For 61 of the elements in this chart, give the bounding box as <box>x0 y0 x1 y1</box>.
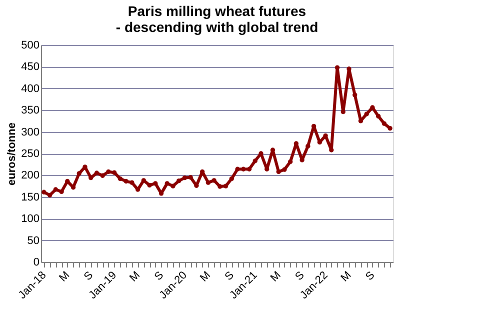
y-tick-label: 350 <box>21 104 40 117</box>
point <box>59 189 64 194</box>
point <box>164 181 170 186</box>
point <box>124 178 128 184</box>
y-axis-title: euros/tonne <box>6 122 18 186</box>
point <box>288 159 293 164</box>
point <box>329 148 334 152</box>
y-tick-label: 300 <box>21 126 40 138</box>
y-tick-label: 100 <box>21 213 40 226</box>
chart-title: Paris milling wheat futures - descending with global trend <box>116 3 318 35</box>
point <box>141 178 146 183</box>
point <box>364 112 369 116</box>
point <box>188 175 193 180</box>
point <box>235 166 240 172</box>
point <box>182 175 188 180</box>
point <box>382 121 387 126</box>
x-tick-label: M <box>268 269 284 284</box>
point <box>241 166 246 172</box>
point <box>206 180 211 185</box>
point <box>106 169 111 174</box>
point <box>176 178 182 184</box>
point <box>118 176 123 182</box>
y-tick-label: 50 <box>27 234 40 247</box>
y-tick-label: 500 <box>21 40 40 52</box>
point <box>100 173 105 178</box>
y-tick-label: 150 <box>21 191 40 204</box>
y-tick-label: 400 <box>21 82 40 95</box>
point <box>376 114 381 119</box>
x-tick-label: M <box>57 269 72 284</box>
y-tick-label: 200 <box>21 170 40 182</box>
point <box>112 170 117 175</box>
point <box>306 144 310 148</box>
x-tick-label: M <box>128 269 143 284</box>
point <box>223 184 228 188</box>
point <box>130 180 134 185</box>
x-tick-label: S <box>364 269 378 283</box>
point <box>47 192 52 198</box>
x-tick-label: M <box>338 269 354 284</box>
point <box>276 169 281 174</box>
point <box>76 171 82 176</box>
y-tick-label: 0 <box>33 256 40 268</box>
point <box>147 182 152 188</box>
point <box>218 184 222 189</box>
point <box>229 176 234 182</box>
x-tick-label: S <box>222 269 236 283</box>
point <box>94 170 100 176</box>
point <box>352 92 358 98</box>
point <box>334 65 340 70</box>
y-tick-label: 450 <box>21 61 40 74</box>
point <box>388 126 392 131</box>
point <box>246 166 252 172</box>
point <box>212 178 216 183</box>
point <box>170 184 176 188</box>
x-tick-label: M <box>198 269 213 284</box>
y-tick-label: 250 <box>21 148 40 160</box>
point <box>153 181 158 186</box>
point <box>252 158 258 164</box>
point <box>53 187 58 192</box>
point <box>282 167 287 172</box>
point <box>42 190 46 194</box>
point <box>358 118 364 124</box>
